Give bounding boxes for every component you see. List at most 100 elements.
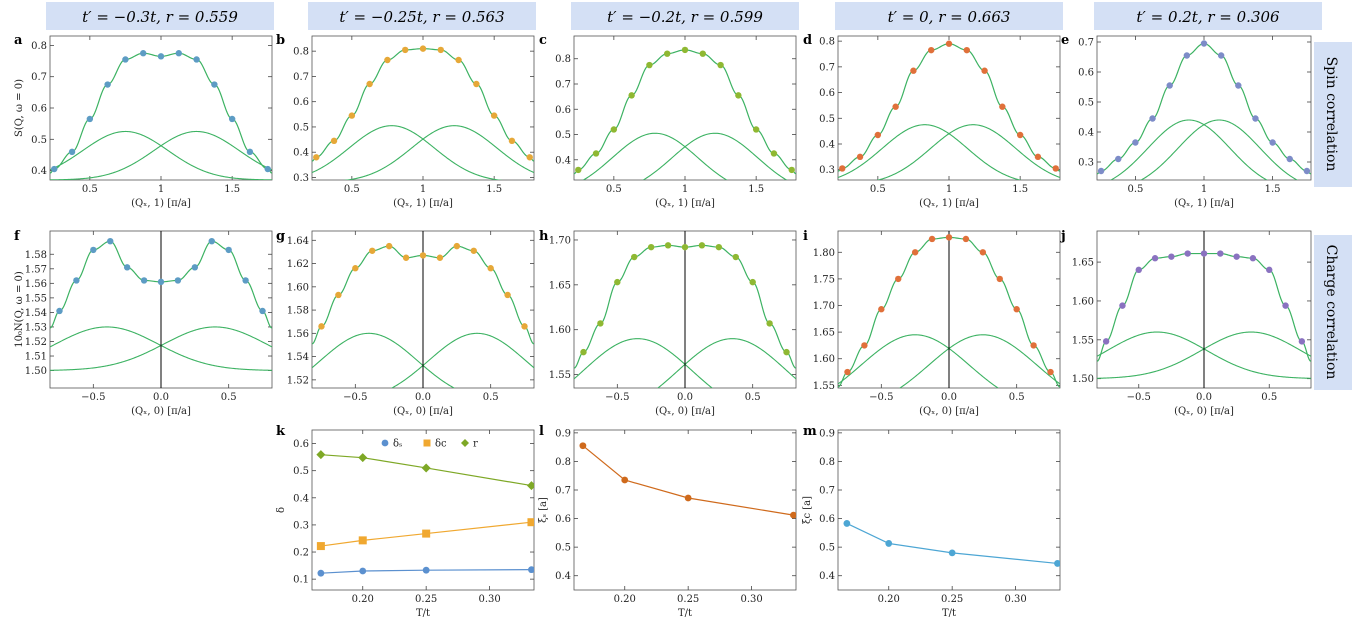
- y-tick-label: 1.56: [25, 279, 47, 290]
- y-tick-label: 1.62: [287, 259, 309, 270]
- x-axis-label: (Qₓ, 1) [π/a]: [1174, 198, 1234, 209]
- y-tick-label: 0.3: [1078, 158, 1094, 169]
- data-point: [437, 46, 444, 54]
- x-tick-label: 1: [946, 184, 952, 195]
- y-tick-label: 0.5: [1078, 98, 1094, 109]
- fit-total-curve: [574, 49, 796, 175]
- panel-f: f−0.5 0.0 0.51.501.511.521.531.541.551.561…: [14, 229, 273, 417]
- y-tick-label: 1.70: [549, 235, 571, 246]
- x-tick-label: 0.0: [677, 392, 693, 403]
- x-tick-label: 1: [420, 184, 426, 195]
- series-marker-circle: [843, 520, 851, 527]
- data-point: [910, 67, 917, 74]
- data-point: [453, 242, 461, 250]
- panel-b: b 0.5 1 1.5 0.3 0.4 0.5 0.6 0.7 0.8 (Qₓ, 1) [π/a]: [276, 33, 535, 209]
- data-point: [928, 46, 935, 54]
- column-header-bg-4: [835, 2, 1063, 30]
- data-point: [1200, 250, 1208, 257]
- series-marker-circle: [621, 476, 629, 484]
- y-tick-label: 0.3: [293, 520, 309, 531]
- y-tick-label: 1.64: [287, 236, 309, 247]
- data-point: [352, 265, 359, 272]
- legend-marker: [423, 439, 431, 447]
- data-point: [735, 92, 742, 99]
- x-axis-label: (Qₓ, 1) [π/a]: [393, 198, 453, 209]
- column-header-bg-3: [571, 2, 799, 30]
- plot-area: [50, 231, 272, 388]
- data-point: [681, 46, 689, 54]
- y-tick-label: 0.7: [555, 486, 571, 497]
- data-point: [140, 50, 147, 57]
- data-point: [318, 323, 325, 330]
- data-point: [610, 126, 618, 133]
- data-point: [104, 81, 111, 88]
- data-point: [384, 56, 391, 64]
- data-point: [335, 291, 342, 299]
- data-point: [123, 264, 131, 271]
- data-point: [981, 67, 988, 74]
- y-tick-label: 0.7: [555, 80, 571, 91]
- data-point: [90, 246, 97, 254]
- data-point: [732, 253, 739, 261]
- data-point: [911, 249, 919, 256]
- data-point: [122, 56, 129, 63]
- plot-area: [312, 231, 534, 388]
- panel-h: h −0.5 0.0 0.5 1.55 1.60 1.65 1.70 (Qₓ, 0) [π/a]: [539, 229, 797, 417]
- y-tick-label: 1.65: [1072, 258, 1094, 269]
- column-title-5: t′ = 0.2t, r = 0.306: [1136, 8, 1280, 26]
- y-tick-label: 0.5: [819, 114, 835, 125]
- y-tick-label: 1.58: [287, 306, 309, 317]
- data-point: [597, 320, 604, 327]
- series-marker-diamond: [421, 463, 431, 473]
- data-point: [508, 137, 516, 145]
- plot-frame: [837, 429, 1061, 591]
- data-point: [1149, 115, 1156, 122]
- y-tick-label: 0.5: [819, 543, 835, 554]
- y-tick-label: 1.55: [813, 381, 835, 392]
- fit-component-right: [642, 132, 788, 180]
- plot-frame: [311, 35, 535, 181]
- data-point: [1030, 342, 1037, 349]
- series-line: [320, 454, 532, 487]
- x-tick-label: 1.5: [486, 184, 502, 195]
- y-tick-label: 1.50: [25, 366, 47, 377]
- data-point: [86, 115, 94, 123]
- data-point: [699, 50, 706, 57]
- data-point: [928, 235, 936, 243]
- data-point: [526, 154, 533, 161]
- x-tick-label: 0.20: [352, 594, 374, 605]
- data-point: [225, 246, 232, 254]
- x-tick-label: 0.25: [677, 594, 699, 605]
- x-tick-label: 1: [682, 184, 688, 195]
- y-tick-label: 0.5: [293, 122, 309, 133]
- x-axis-label: (Qₓ, 0) [π/a]: [393, 406, 453, 417]
- x-tick-label: 0.5: [82, 184, 98, 195]
- y-tick-label: 0.3: [819, 165, 835, 176]
- data-point: [874, 131, 882, 139]
- x-tick-label: 0.5: [1261, 392, 1277, 403]
- series-marker-square: [316, 542, 325, 551]
- panel-letter-d: d: [803, 33, 812, 48]
- panel-letter-j: j: [1060, 229, 1066, 244]
- data-point: [698, 242, 706, 249]
- x-axis-label: (Qₓ, 0) [π/a]: [131, 406, 191, 417]
- data-point: [856, 153, 864, 161]
- series-marker-diamond: [358, 453, 368, 463]
- data-point: [646, 61, 653, 69]
- data-point: [175, 50, 182, 57]
- x-tick-label: 1.5: [224, 184, 240, 195]
- data-point: [246, 148, 254, 156]
- data-point: [717, 61, 724, 69]
- y-tick-label: 0.4: [1078, 128, 1094, 139]
- data-point: [962, 235, 970, 243]
- y-axis-label: S(Q, ω = 0): [14, 79, 25, 137]
- legend-label: r: [473, 439, 478, 450]
- y-axis-label: 10₀N(Q, ω = 0): [14, 271, 25, 348]
- x-axis-label: (Qₓ, 0) [π/a]: [1174, 406, 1234, 417]
- y-tick-label: 0.7: [31, 72, 47, 83]
- data-point: [419, 252, 427, 259]
- panel-d: d 0.5 1 1.5 0.3 0.4 0.5 0.6 0.7 0.8 (Qₓ, 1) [π/a]: [803, 33, 1061, 209]
- fit-total-curve: [1097, 42, 1311, 175]
- y-tick-label: 0.4: [31, 166, 47, 177]
- data-point: [487, 265, 494, 272]
